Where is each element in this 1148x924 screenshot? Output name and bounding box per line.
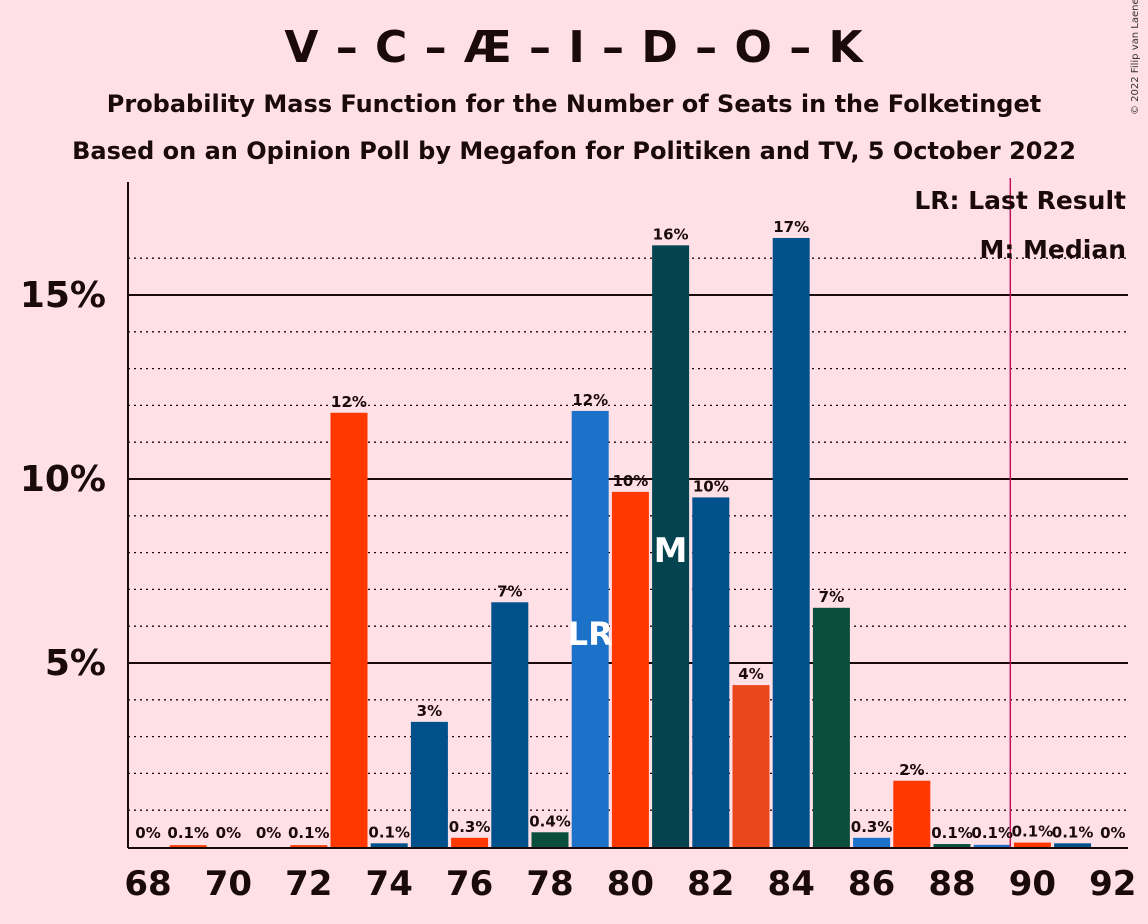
bar-value-label: 0.1%: [1012, 823, 1054, 841]
legend-median: M: Median: [979, 235, 1126, 264]
x-tick-label: 80: [607, 864, 654, 904]
bar-value-label: 0.3%: [851, 818, 893, 836]
bar-value-label: 7%: [819, 588, 844, 606]
legend-last-result: LR: Last Result: [914, 186, 1126, 215]
x-tick-label: 76: [446, 864, 493, 904]
bar-seat-82: [692, 497, 730, 847]
bar-seat-76: [451, 837, 489, 847]
bar-value-label: 2%: [899, 761, 924, 779]
bar-value-label: 0.1%: [368, 823, 410, 841]
bar-seat-85: [812, 607, 850, 847]
bar-seat-75: [410, 721, 448, 847]
bar-seat-80: [611, 491, 649, 847]
bars: [169, 237, 1092, 847]
bar-value-label: 7%: [497, 582, 522, 600]
bar-seat-84: [772, 237, 810, 847]
bar-seat-81: [652, 245, 690, 847]
bar-value-label: 0%: [135, 824, 160, 842]
bar-value-label: 0%: [1100, 824, 1125, 842]
x-tick-label: 86: [848, 864, 895, 904]
bar-seat-79: [571, 410, 609, 847]
x-tick-label: 84: [768, 864, 815, 904]
chart-subtitle-2: Based on an Opinion Poll by Megafon for …: [72, 137, 1076, 165]
bar-value-label: 0.3%: [449, 818, 491, 836]
bar-seat-77: [491, 602, 529, 847]
bar-value-label: 16%: [653, 225, 689, 243]
bar-seat-83: [732, 685, 770, 847]
y-tick-label: 10%: [20, 459, 106, 500]
bar-value-label: 10%: [693, 477, 729, 495]
chart-title: V – C – Æ – I – D – O – K: [284, 22, 864, 73]
bar-value-label: 0.1%: [167, 824, 209, 842]
bar-value-label: 0%: [256, 824, 281, 842]
x-tick-label: 90: [1009, 864, 1056, 904]
bar-value-label: 12%: [572, 391, 608, 409]
bar-value-label: 0.1%: [931, 824, 973, 842]
y-tick-label: 15%: [20, 275, 106, 316]
x-tick-label: 70: [205, 864, 252, 904]
bar-seat-87: [893, 780, 931, 847]
bar-value-label: 0.4%: [529, 812, 571, 830]
bar-value-label: 0.1%: [288, 824, 330, 842]
bar-seat-74: [370, 843, 408, 847]
x-tick-label: 74: [366, 864, 413, 904]
bar-seat-86: [853, 837, 891, 847]
bar-seat-73: [330, 412, 368, 847]
x-tick-label: 88: [928, 864, 975, 904]
bar-value-label: 10%: [612, 472, 648, 490]
bar-seat-91: [1054, 843, 1092, 847]
bar-seat-69: [169, 845, 207, 847]
bar-seat-90: [1013, 842, 1051, 847]
bar-seat-78: [531, 832, 569, 847]
x-tick-label: 78: [526, 864, 573, 904]
bar-value-label: 0.1%: [971, 824, 1013, 842]
bar-seat-89: [973, 844, 1011, 847]
median-marker: M: [654, 531, 688, 571]
bar-value-label: 17%: [773, 218, 809, 236]
bar-seat-72: [290, 845, 328, 847]
chart-subtitle-1: Probability Mass Function for the Number…: [106, 90, 1042, 118]
bar-value-label: 3%: [417, 702, 442, 720]
bar-value-label: 12%: [331, 393, 367, 411]
bar-value-label: 4%: [738, 665, 763, 683]
axes: 5% 10% 15% 68 70 72 74 76 78 80 82 84 86 88 90 92: [20, 178, 1136, 904]
x-tick-label: 82: [687, 864, 734, 904]
bar-value-label: 0%: [216, 824, 241, 842]
bar-seat-88: [933, 844, 971, 847]
bar-value-label: 0.1%: [1052, 823, 1094, 841]
y-tick-label: 5%: [45, 643, 106, 684]
bar-value-labels: 0% 0.1% 0% 0% 0.1% 12% 0.1% 3% 0.3% 7% 0.4% 12% 10% 1…: [135, 218, 1125, 842]
x-tick-label: 68: [124, 864, 171, 904]
x-tick-label: 72: [285, 864, 332, 904]
last-result-marker: LR: [568, 615, 613, 653]
x-tick-label: 92: [1089, 864, 1136, 904]
